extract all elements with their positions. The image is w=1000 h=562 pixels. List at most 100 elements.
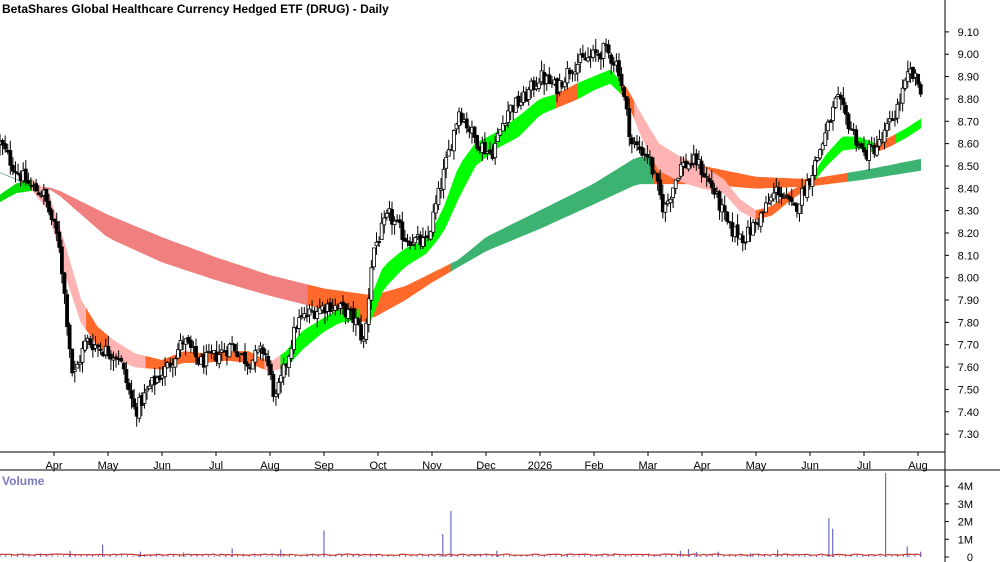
candle-down [49,209,54,220]
candle-down [689,163,694,166]
volume-tick-label: 1M [958,534,973,546]
time-tick-label: Jul [209,460,223,472]
candle-down [725,211,730,222]
candle-up [903,79,908,89]
candle-up [361,338,366,342]
candle-up [366,298,371,325]
candle-up [431,211,436,233]
candle-up [575,64,580,74]
candle-up [382,217,387,226]
candle-up [369,267,374,301]
time-tick-label: Apr [693,460,710,472]
candle-up [874,146,879,156]
candle-up [501,123,505,132]
candle-down [779,193,784,198]
candle-down [617,60,621,77]
candle-down [194,346,198,358]
candle-up [297,317,302,329]
candle-down [627,108,632,138]
candle-up [372,247,376,268]
candle-up [111,357,116,361]
candle-down [119,357,124,362]
candle-down [232,344,237,352]
candle-up [668,198,673,204]
candle-down [88,338,93,346]
candle-down [475,135,480,149]
candle-up [493,142,498,158]
candle-down [580,53,585,58]
candle-down [47,200,51,213]
candle-down [844,105,848,115]
candle-up [833,97,838,108]
candle-up [813,160,817,176]
candle-down [593,49,598,54]
candle-down [640,147,645,156]
candle-up [421,237,425,247]
candle-down [482,141,487,155]
candle-down [96,344,100,348]
candle-down [735,224,740,238]
candle-down [464,118,469,129]
candle-up [72,369,77,372]
candle-up [176,349,180,359]
candle-up [147,385,152,390]
candle-down [188,339,193,349]
volume-label: Volume [2,474,45,488]
candle-down [547,74,552,85]
candle-up [537,82,541,89]
candle-up [498,129,503,136]
candle-down [26,180,31,184]
candle-up [893,118,897,121]
price-tick-label: 8.50 [958,161,979,173]
candle-down [62,272,67,294]
candle-down [660,194,665,213]
candle-down [606,44,611,54]
time-tick-label: 2026 [528,460,552,472]
candle-up [823,132,828,146]
candle-up [80,348,85,363]
candle-down [390,209,394,225]
candle-up [137,396,142,419]
candle-up [227,343,232,358]
candle-up [818,149,823,159]
candle-up [444,156,449,169]
time-tick-label: Jul [857,460,871,472]
long-term-ribbon-segment [847,158,922,182]
candle-up [279,375,284,383]
candle-down [650,157,655,175]
candle-down [635,141,639,146]
candle-down [488,149,492,154]
candle-down [658,179,663,196]
candle-down [243,351,247,364]
candle-down [16,172,20,175]
candle-up [250,359,255,370]
candle-down [10,164,15,172]
candle-up [751,222,755,236]
price-tick-label: 7.70 [958,340,979,352]
time-tick-label: Oct [369,460,386,472]
price-tick-label: 7.40 [958,407,979,419]
candle-up [163,366,167,378]
price-pane: 9.10 9.00 8.90 8.80 8.70 8.60 8.50 8.40 8.30 8.20… [0,0,979,562]
time-tick-label: Apr [45,460,62,472]
candle-up [392,220,397,226]
candle-up [142,392,147,404]
candle-up [433,202,438,214]
candle-down [44,188,49,202]
candle-up [258,345,263,350]
candle-down [624,96,629,110]
candle-down [36,192,41,196]
candle-up [446,149,451,157]
candle-up [831,106,835,121]
candle-up [877,139,882,147]
candle-up [805,180,810,198]
candle-down [23,168,28,183]
candle-up [436,187,441,206]
candle-down [129,390,134,399]
candle-up [895,103,900,119]
candle-up [882,129,887,143]
candle-down [98,348,103,351]
price-tick-label: 8.90 [958,72,979,84]
candle-down [717,191,722,211]
candle-down [245,363,250,367]
